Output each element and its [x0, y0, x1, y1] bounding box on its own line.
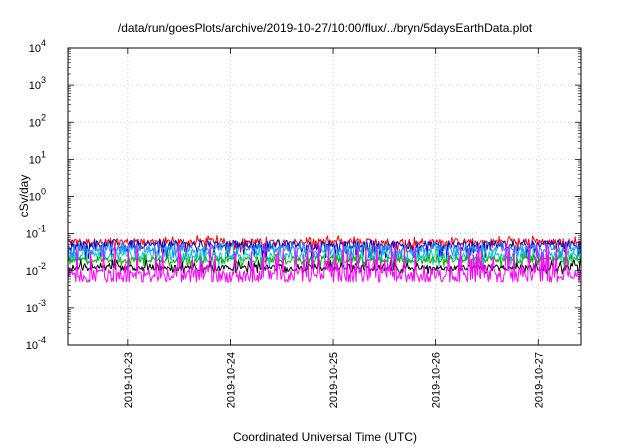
x-tick-label: 2019-10-27 [533, 352, 545, 408]
y-tick-label: 102 [29, 112, 46, 129]
chart-title: /data/run/goesPlots/archive/2019-10-27/1… [118, 21, 533, 35]
x-tick-label: 2019-10-23 [123, 352, 135, 408]
x-tick-label: 2019-10-25 [328, 352, 340, 408]
y-tick-label: 10-3 [26, 298, 46, 315]
y-tick-label: 100 [29, 187, 46, 204]
plot-frame [67, 47, 582, 346]
y-tick-label: 104 [29, 38, 46, 55]
x-axis-label: Coordinated Universal Time (UTC) [233, 430, 417, 444]
series-line [67, 240, 582, 260]
x-tick-label: 2019-10-24 [225, 352, 237, 408]
grid-lines [68, 48, 581, 345]
axes: 10-4 10-3 10-2 10-1 100 101 102 103 104 2019-10-2… [26, 38, 582, 408]
y-tick-label: 103 [29, 75, 46, 92]
y-tick-label: 10-2 [26, 261, 46, 278]
series-line [67, 252, 582, 269]
y-tick-label: 101 [29, 149, 46, 166]
plot-series [67, 234, 582, 283]
y-axis-label: cSv/day [17, 175, 31, 218]
y-tick-label: 10-4 [26, 335, 46, 352]
y-tick-label: 10-1 [26, 224, 46, 241]
series-line [67, 241, 582, 283]
series-line [67, 244, 582, 269]
x-tick-label: 2019-10-26 [431, 352, 443, 408]
